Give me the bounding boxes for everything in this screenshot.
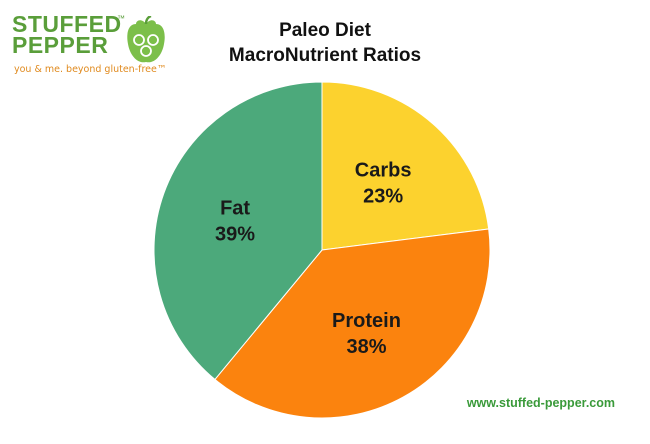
slice-value-protein: 38% [346,336,386,358]
chart-title-line-2: MacroNutrient Ratios [228,45,422,66]
chart-title: Paleo Diet MacroNutrient Ratios [200,18,450,68]
pie-slice-carbs [321,81,490,251]
pie-slices [153,81,491,419]
pie-labels: Carbs 23% Protein 38% Fat 39% [215,160,411,358]
pie-slice-protein [214,228,491,419]
logo-line-2: PEPPER [12,32,109,58]
brand-logo: STUFFED PEPPER ™ you & me. beyond gluten… [12,11,166,84]
chart-title-line-1: Paleo Diet [279,20,371,41]
logo-tagline: you & me. beyond gluten-free™ [14,64,167,75]
pie-slice-fat [153,81,323,381]
slice-value-fat: 39% [215,224,255,246]
website-url: www.stuffed-pepper.com [466,396,615,410]
logo-trademark: ™ [117,14,125,23]
pepper-icon [127,16,165,63]
logo-line-1: STUFFED [12,11,122,37]
slice-value-carbs: 23% [363,186,403,208]
slice-label-protein: Protein [332,310,401,332]
slice-label-carbs: Carbs [355,160,412,182]
slice-label-fat: Fat [220,198,250,220]
logo-wordmark: STUFFED PEPPER [12,11,122,58]
